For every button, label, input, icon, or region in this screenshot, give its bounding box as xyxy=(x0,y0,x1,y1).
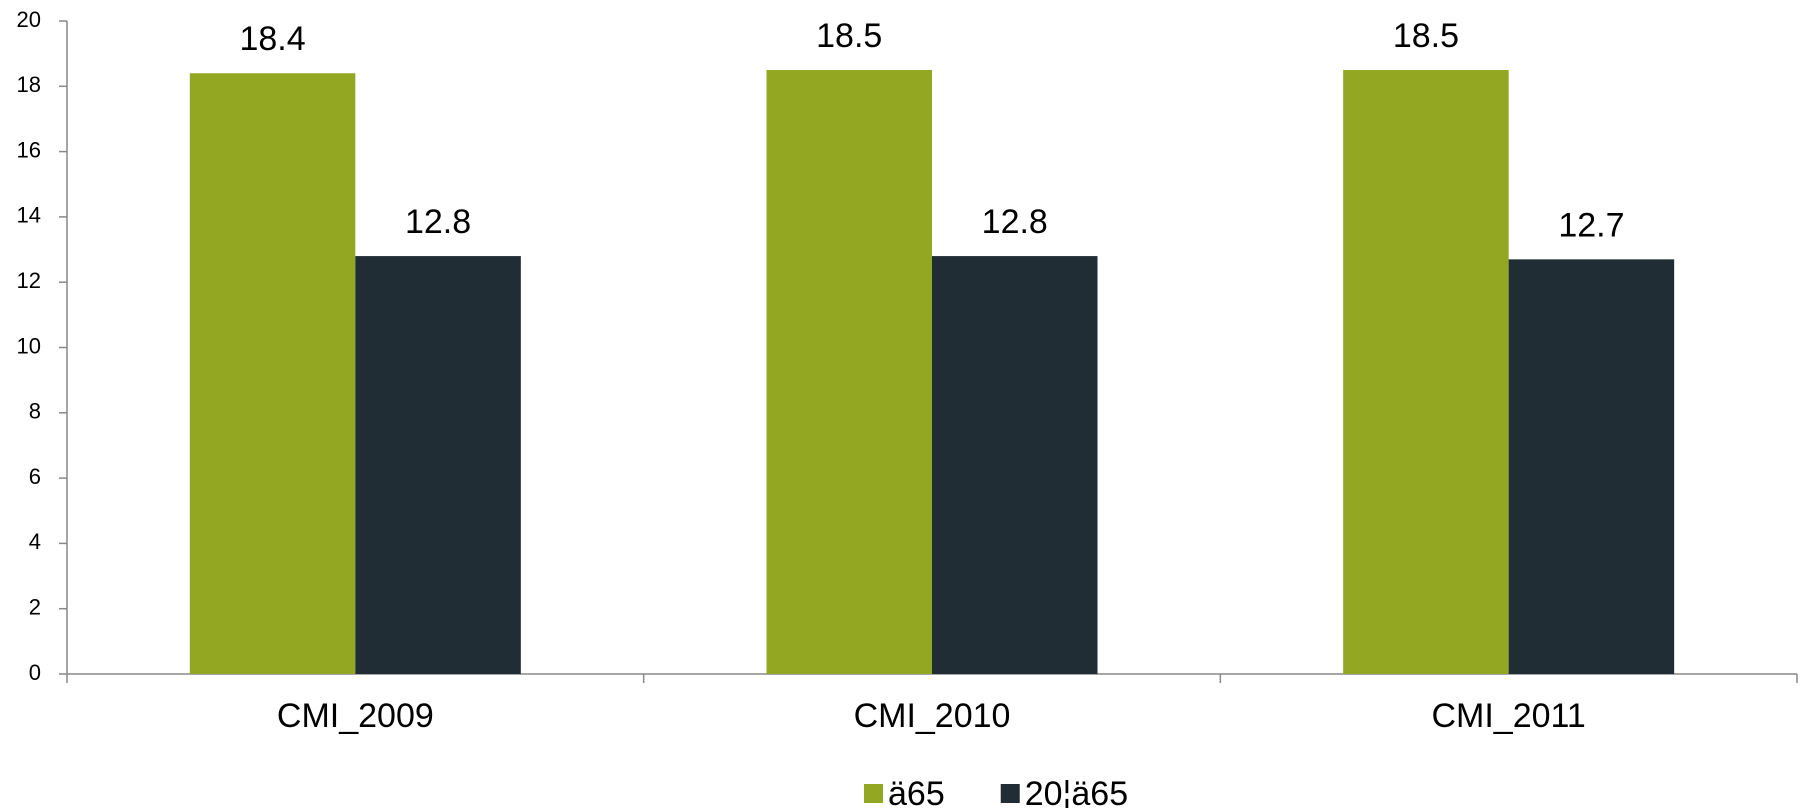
bar xyxy=(766,69,932,675)
y-tick-label: 10 xyxy=(17,333,41,358)
x-tick-label: CMI_2010 xyxy=(854,697,1011,735)
value-label: 12.8 xyxy=(982,203,1048,241)
bar xyxy=(1343,69,1509,675)
bar xyxy=(1508,259,1675,674)
value-label: 18.5 xyxy=(816,17,882,55)
x-tick-label: CMI_2009 xyxy=(277,697,434,735)
value-label: 12.7 xyxy=(1558,206,1624,244)
value-label: 12.8 xyxy=(405,203,471,241)
bar xyxy=(932,256,1098,674)
y-tick-label: 20 xyxy=(17,7,41,32)
y-tick-label: 6 xyxy=(29,464,41,489)
y-tick-label: 0 xyxy=(29,660,41,685)
y-tick-label: 8 xyxy=(29,399,41,424)
value-label: 18.5 xyxy=(1393,17,1459,55)
legend-label: ä65 xyxy=(888,775,945,808)
legend-label: 20¦ä65 xyxy=(1025,775,1128,808)
y-tick-label: 4 xyxy=(29,529,41,554)
bar xyxy=(355,256,521,674)
y-tick-label: 18 xyxy=(17,72,41,97)
legend-swatch xyxy=(1000,784,1020,803)
bar xyxy=(189,73,356,675)
legend-swatch xyxy=(864,784,883,803)
x-tick-label: CMI_2011 xyxy=(1431,697,1585,735)
y-tick-label: 14 xyxy=(17,203,41,228)
y-tick-label: 12 xyxy=(17,268,41,293)
y-tick-label: 16 xyxy=(17,137,41,162)
value-label: 18.4 xyxy=(239,20,305,58)
y-tick-label: 2 xyxy=(29,595,41,620)
